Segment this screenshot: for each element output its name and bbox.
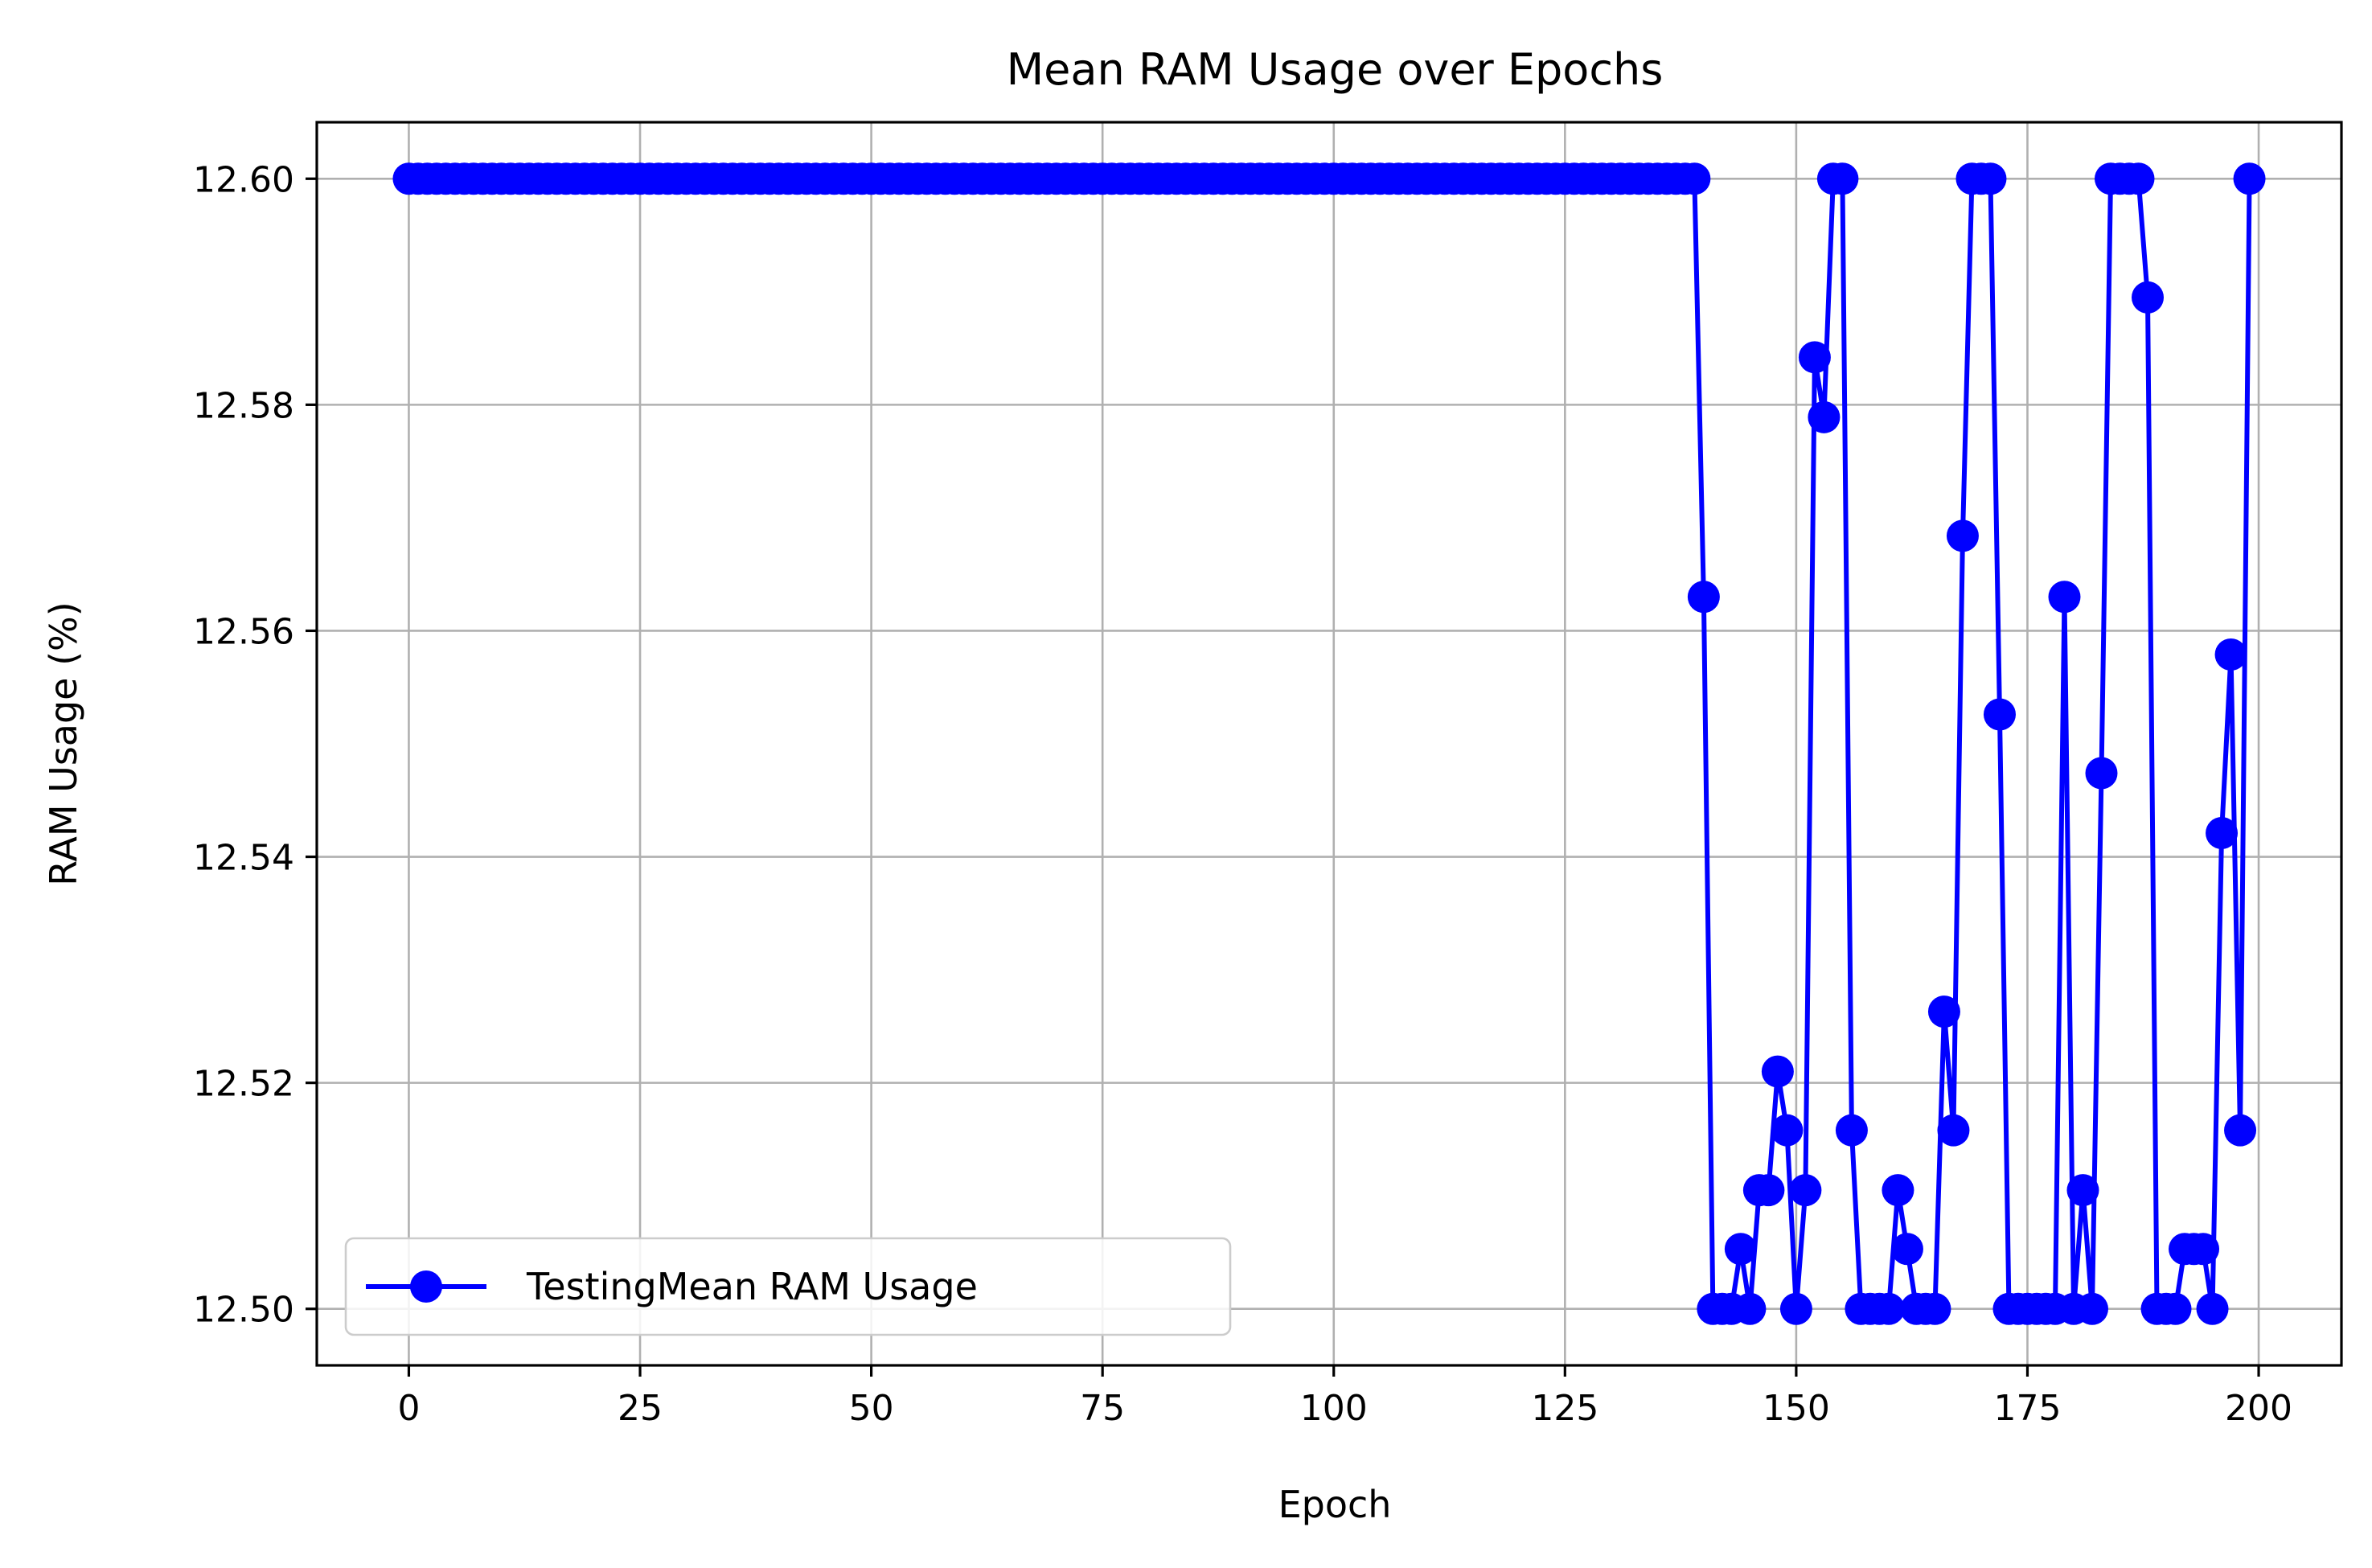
data-point [1789, 1174, 1822, 1207]
data-point [2075, 1292, 2108, 1325]
data-point [2132, 281, 2165, 314]
data-point [1798, 341, 1831, 374]
x-tick-labels: 0 25 50 75 100 125 150 175 200 [397, 1388, 2292, 1429]
data-point [1808, 400, 1841, 433]
data-point [1687, 581, 1720, 614]
data-point [1890, 1233, 1923, 1266]
data-point [2048, 581, 2081, 614]
x-tick-label: 175 [1993, 1388, 2061, 1429]
x-tick-label: 150 [1763, 1388, 1830, 1429]
y-tick-labels: 12.50 12.52 12.54 12.56 12.58 12.60 [193, 159, 294, 1330]
data-point [1771, 1114, 1804, 1147]
data-point [1826, 162, 1859, 195]
x-tick-label: 50 [849, 1388, 894, 1429]
y-tick-label: 12.54 [193, 838, 294, 879]
data-point [1974, 162, 2007, 195]
data-point [1724, 1233, 1757, 1266]
x-tick-label: 0 [397, 1388, 420, 1429]
data-point [2196, 1292, 2229, 1325]
data-point [1835, 1114, 1868, 1147]
data-point [2085, 757, 2118, 790]
axis-ticks [306, 177, 2260, 1377]
plot-frame [315, 121, 2343, 1367]
legend-entry-label: TestingMean RAM Usage [526, 1265, 978, 1308]
y-tick-label: 12.60 [193, 159, 294, 200]
data-point [1946, 519, 1979, 552]
legend: TestingMean RAM Usage [344, 1237, 1232, 1336]
y-tick-label: 12.56 [193, 611, 294, 652]
data-point [1919, 1292, 1951, 1325]
x-tick-label: 125 [1531, 1388, 1598, 1429]
data-point [2122, 162, 2155, 195]
data-point [2214, 638, 2247, 671]
x-tick-label: 25 [618, 1388, 663, 1429]
data-point [1927, 995, 1960, 1028]
data-point [1734, 1292, 1767, 1325]
y-tick-label: 12.50 [193, 1290, 294, 1331]
y-tick-label: 12.58 [193, 385, 294, 426]
x-tick-label: 75 [1080, 1388, 1125, 1429]
data-point [2206, 817, 2239, 850]
legend-marker-swatch [410, 1270, 442, 1303]
x-axis-label: Epoch [1278, 1483, 1392, 1526]
data-point [2233, 162, 2266, 195]
legend-box [344, 1237, 1232, 1336]
data-point [2187, 1233, 2220, 1266]
x-tick-label: 100 [1300, 1388, 1368, 1429]
chart-title: Mean RAM Usage over Epochs [1007, 44, 1664, 95]
data-point [2159, 1292, 2192, 1325]
data-point [2224, 1114, 2257, 1147]
data-point [1872, 1292, 1905, 1325]
data-point [2066, 1174, 2099, 1207]
data-point [1678, 162, 1711, 195]
data-point [1983, 698, 2016, 731]
data-point [1752, 1174, 1785, 1207]
series-layer [392, 162, 2266, 1325]
series-0 [392, 162, 2266, 1325]
data-point [1882, 1174, 1914, 1207]
x-tick-label: 200 [2225, 1388, 2292, 1429]
y-tick-label: 12.52 [193, 1064, 294, 1105]
data-point [1761, 1055, 1794, 1088]
data-point [1779, 1292, 1812, 1325]
data-point [1937, 1114, 1970, 1147]
y-axis-label: RAM Usage (%) [42, 601, 85, 885]
